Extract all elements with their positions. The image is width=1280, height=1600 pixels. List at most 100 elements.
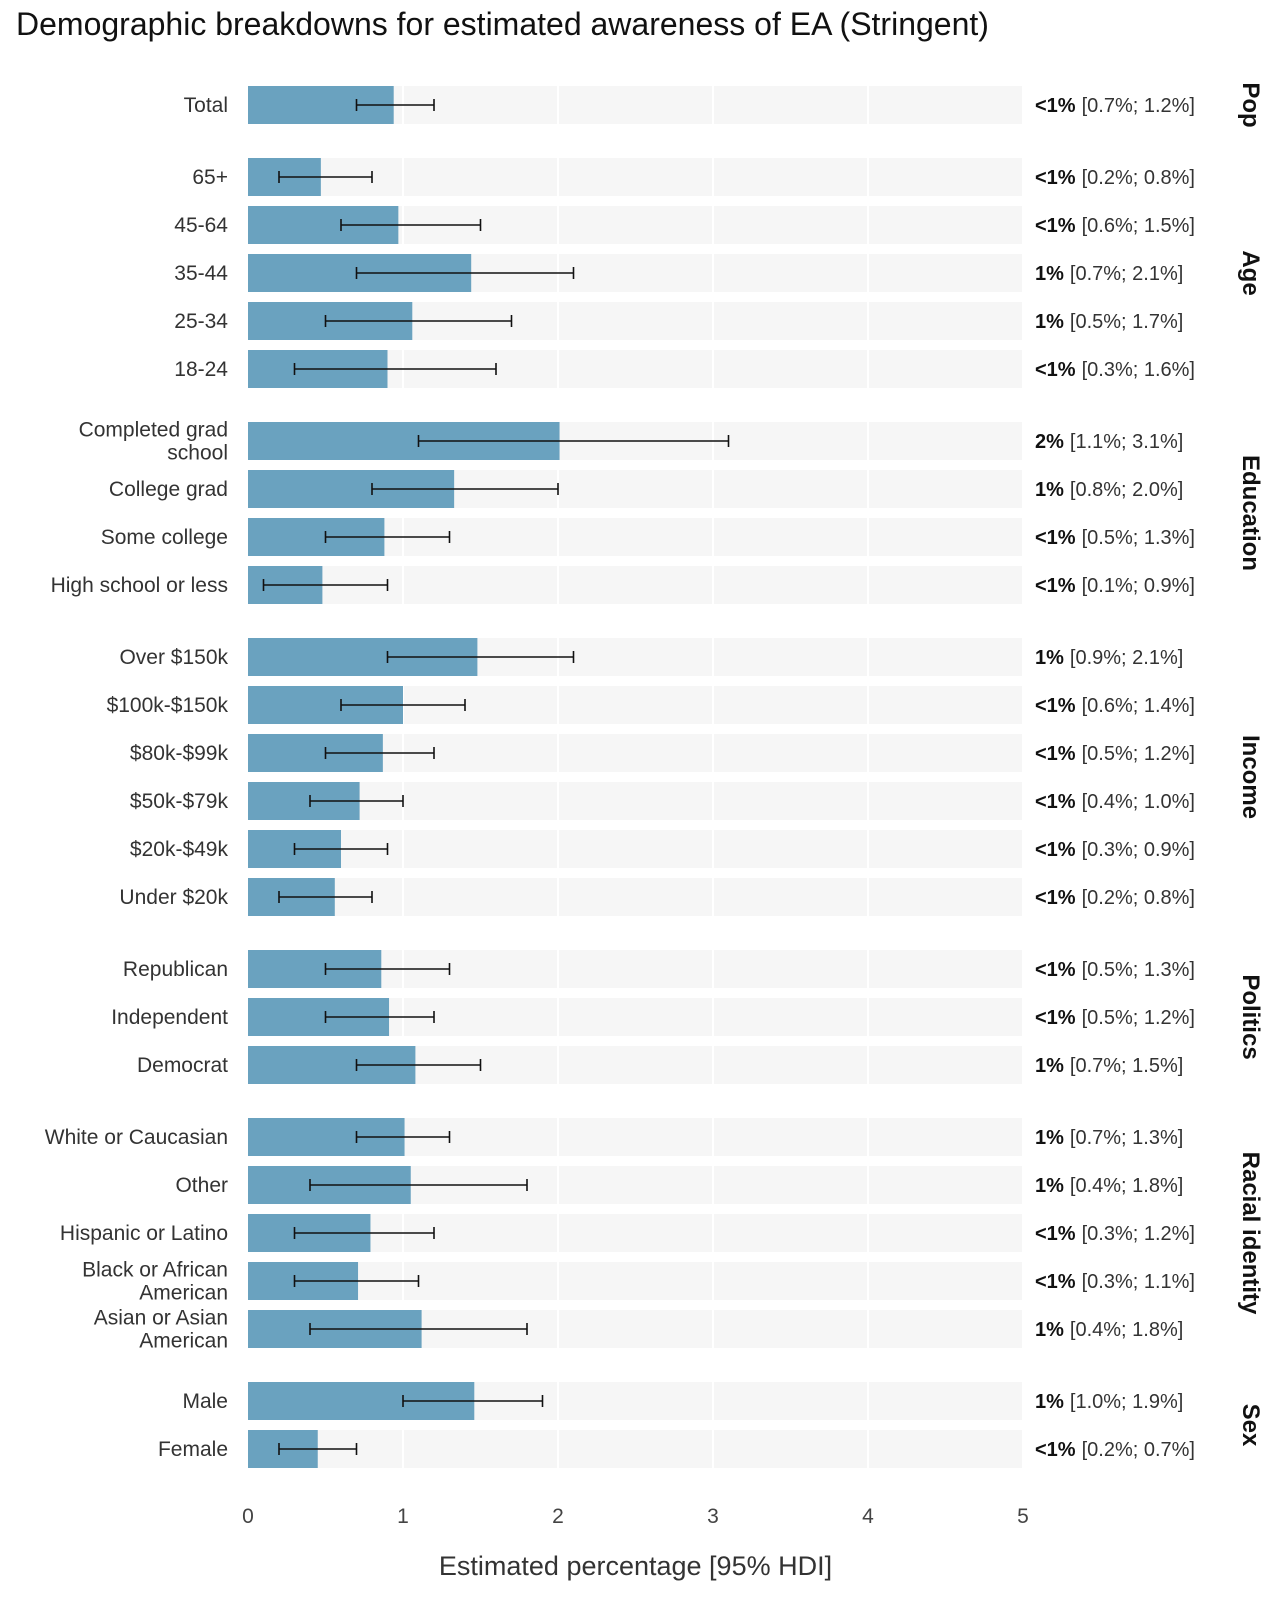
error-bar xyxy=(278,891,373,903)
interval-label: [0.4%; 1.8%] xyxy=(1070,1319,1183,1341)
estimate-label: <1% xyxy=(1035,695,1076,717)
category-label: $50k-$79k xyxy=(130,790,229,813)
group-label: Age xyxy=(1237,250,1264,295)
category-label: Independent xyxy=(111,1006,228,1029)
value-annotation: <1% [0.6%; 1.4%] xyxy=(1035,695,1195,717)
error-bar xyxy=(355,267,575,279)
error-bar xyxy=(324,531,451,543)
error-bar xyxy=(309,1323,528,1335)
error-bar xyxy=(340,699,466,711)
error-bar xyxy=(355,1059,482,1071)
estimate-label: <1% xyxy=(1035,1271,1076,1293)
estimate-label: <1% xyxy=(1035,527,1076,549)
error-bar xyxy=(324,747,435,759)
error-bar xyxy=(371,483,559,495)
x-tick-label: 1 xyxy=(397,1505,409,1528)
value-annotation: 1% [0.4%; 1.8%] xyxy=(1035,1175,1183,1197)
value-annotation: <1% [0.3%; 1.6%] xyxy=(1035,359,1195,381)
estimate-label: <1% xyxy=(1035,1439,1076,1461)
error-bar xyxy=(278,171,373,183)
estimate-label: 1% xyxy=(1035,1175,1064,1197)
value-annotation: 1% [0.7%; 1.3%] xyxy=(1035,1127,1183,1149)
interval-label: [0.1%; 0.9%] xyxy=(1082,575,1195,597)
category-label: Under $20k xyxy=(119,886,228,909)
error-bar xyxy=(324,963,451,975)
x-tick-label: 3 xyxy=(707,1505,719,1528)
interval-label: [0.3%; 0.9%] xyxy=(1082,839,1195,861)
estimate-label: <1% xyxy=(1035,887,1076,909)
value-annotation: 1% [0.5%; 1.7%] xyxy=(1035,311,1183,333)
estimate-label: 1% xyxy=(1035,263,1064,285)
value-annotation: 1% [0.7%; 1.5%] xyxy=(1035,1055,1183,1077)
value-annotation: <1% [0.3%; 0.9%] xyxy=(1035,839,1195,861)
category-label: American xyxy=(139,1282,228,1305)
estimate-label: <1% xyxy=(1035,743,1076,765)
estimate-label: <1% xyxy=(1035,95,1076,117)
interval-label: [1.0%; 1.9%] xyxy=(1070,1391,1183,1413)
error-bar xyxy=(355,1131,451,1143)
interval-label: [0.9%; 2.1%] xyxy=(1070,647,1183,669)
estimate-label: 1% xyxy=(1035,647,1064,669)
interval-label: [0.3%; 1.6%] xyxy=(1082,359,1195,381)
category-label: $20k-$49k xyxy=(130,838,229,861)
interval-label: [0.4%; 1.0%] xyxy=(1082,791,1195,813)
category-label: Total xyxy=(184,94,228,117)
value-annotation: <1% [0.2%; 0.8%] xyxy=(1035,167,1195,189)
interval-label: [0.7%; 1.5%] xyxy=(1070,1055,1183,1077)
value-annotation: <1% [0.4%; 1.0%] xyxy=(1035,791,1195,813)
interval-label: [0.5%; 1.7%] xyxy=(1070,311,1183,333)
value-annotation: <1% [0.3%; 1.1%] xyxy=(1035,1271,1195,1293)
interval-label: [0.5%; 1.2%] xyxy=(1082,743,1195,765)
error-bar xyxy=(324,1011,435,1023)
interval-label: [0.6%; 1.4%] xyxy=(1082,695,1195,717)
value-annotation: 1% [0.4%; 1.8%] xyxy=(1035,1319,1183,1341)
value-annotation: <1% [0.5%; 1.3%] xyxy=(1035,527,1195,549)
category-label: Some college xyxy=(101,526,228,549)
row-panel xyxy=(248,158,1023,196)
interval-label: [0.7%; 1.3%] xyxy=(1070,1127,1183,1149)
error-bar xyxy=(355,99,435,111)
category-label: High school or less xyxy=(51,574,228,597)
value-annotation: <1% [0.5%; 1.2%] xyxy=(1035,743,1195,765)
x-axis-title: Estimated percentage [95% HDI] xyxy=(439,1551,832,1581)
interval-label: [0.3%; 1.1%] xyxy=(1082,1271,1195,1293)
group-label: Racial identity xyxy=(1237,1152,1264,1315)
estimate-label: <1% xyxy=(1035,167,1076,189)
estimate-label: <1% xyxy=(1035,575,1076,597)
category-label: Asian or Asian xyxy=(94,1307,228,1330)
estimate-label: 1% xyxy=(1035,1391,1064,1413)
value-annotation: <1% [0.2%; 0.7%] xyxy=(1035,1439,1195,1461)
value-annotation: <1% [0.5%; 1.3%] xyxy=(1035,959,1195,981)
category-label: 65+ xyxy=(192,166,228,189)
category-label: Male xyxy=(182,1390,228,1413)
estimate-label: <1% xyxy=(1035,1223,1076,1245)
error-bar xyxy=(262,579,389,591)
category-label: Other xyxy=(175,1174,228,1197)
interval-label: [0.4%; 1.8%] xyxy=(1070,1175,1183,1197)
category-label: 18-24 xyxy=(174,358,228,381)
category-label: Republican xyxy=(123,958,228,981)
estimate-label: 2% xyxy=(1035,431,1064,453)
error-bar xyxy=(293,1275,420,1287)
error-bar xyxy=(293,1227,435,1239)
error-bar xyxy=(293,363,497,375)
estimate-label: 1% xyxy=(1035,311,1064,333)
estimate-label: 1% xyxy=(1035,1319,1064,1341)
estimate-label: 1% xyxy=(1035,1055,1064,1077)
x-tick-label: 2 xyxy=(552,1505,564,1528)
estimate-label: <1% xyxy=(1035,1007,1076,1029)
estimate-label: <1% xyxy=(1035,359,1076,381)
category-label: Black or African xyxy=(82,1259,228,1282)
value-annotation: <1% [0.7%; 1.2%] xyxy=(1035,95,1195,117)
category-label: Completed grad xyxy=(79,419,228,442)
error-bar xyxy=(278,1443,358,1455)
group-label: Income xyxy=(1237,735,1264,819)
interval-label: [0.7%; 1.2%] xyxy=(1082,95,1195,117)
interval-label: [0.5%; 1.2%] xyxy=(1082,1007,1195,1029)
error-bar xyxy=(293,843,389,855)
interval-label: [0.7%; 2.1%] xyxy=(1070,263,1183,285)
estimate-label: <1% xyxy=(1035,791,1076,813)
category-label: 45-64 xyxy=(174,214,228,237)
chart-title: Demographic breakdowns for estimated awa… xyxy=(16,6,989,42)
